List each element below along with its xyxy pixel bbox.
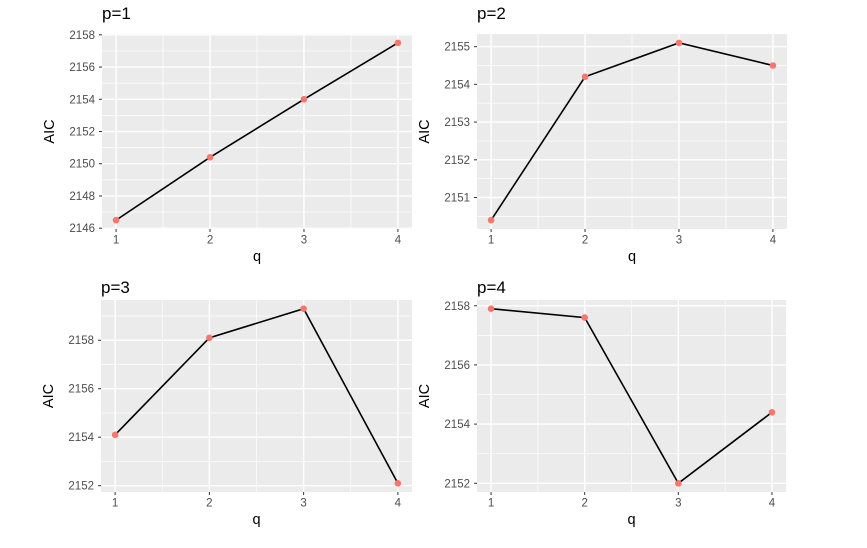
x-tick-label: 3 — [301, 235, 307, 247]
data-point — [206, 334, 213, 342]
x-axis-title: q — [252, 512, 260, 528]
x-tick-label: 2 — [581, 498, 587, 510]
data-point — [112, 216, 120, 224]
data-point — [300, 305, 307, 313]
y-tick-label: 2154 — [444, 419, 470, 431]
x-tick-label: 2 — [582, 235, 588, 247]
y-tick-label: 2158 — [68, 335, 94, 347]
tick-marks — [98, 339, 399, 495]
data-point — [675, 39, 683, 47]
y-tick-label: 2156 — [69, 62, 95, 74]
y-tick-label: 2151 — [444, 193, 470, 205]
data-point — [581, 73, 589, 81]
panel-p1: p=1 1 2 3 4 2146 2148 2150 2152 2154 2156 2158 q AIC — [0, 0, 433, 274]
aic-line — [114, 307, 399, 484]
chart-p3: 1 2 3 4 2152 2154 2156 2158 q AIC — [41, 300, 412, 528]
y-tick-label: 2158 — [444, 301, 470, 313]
x-tick-label: 1 — [488, 235, 494, 247]
y-tick-label: 2156 — [68, 384, 94, 396]
y-tick-label: 2152 — [444, 478, 470, 490]
panel-title-p1: p=1 — [102, 4, 131, 23]
x-axis-title: q — [253, 249, 261, 265]
panel-title-p3: p=3 — [101, 278, 130, 297]
y-tick-label: 2154 — [68, 432, 94, 444]
y-tick-label: 2150 — [69, 159, 95, 171]
y-tick-label: 2152 — [444, 155, 470, 167]
y-tick-label: 2154 — [444, 79, 470, 91]
x-tick-label: 2 — [207, 235, 213, 247]
data-point — [206, 153, 214, 161]
y-axis-title: AIC — [417, 384, 433, 408]
grid-minor — [477, 300, 786, 492]
x-axis-title: q — [628, 249, 636, 265]
tick-marks — [474, 305, 773, 495]
y-tick-label: 2146 — [69, 223, 95, 235]
grid-major — [477, 300, 786, 492]
x-tick-label: 3 — [675, 498, 681, 510]
panel-p2: p=2 1 2 3 4 2151 2152 2153 2154 2155 q AIC — [417, 0, 867, 274]
y-tick-label: 2148 — [69, 191, 95, 203]
data-points — [112, 39, 402, 224]
x-tick-label: 2 — [206, 498, 212, 510]
data-point — [769, 62, 777, 69]
data-point — [675, 479, 682, 487]
x-tick-label: 4 — [395, 235, 402, 247]
x-tick-label: 3 — [676, 235, 682, 247]
data-point — [768, 408, 776, 416]
data-points — [111, 305, 402, 487]
data-points — [487, 305, 776, 487]
tick-marks — [474, 46, 774, 232]
x-tick-label: 4 — [770, 235, 777, 247]
grid-major — [102, 34, 412, 229]
x-axis-title: q — [627, 512, 635, 528]
panel-p4: p=4 1 2 3 4 2152 2154 2156 2158 q AIC — [417, 274, 867, 548]
panel-title-p4: p=4 — [477, 278, 506, 297]
x-tick-label: 3 — [300, 498, 306, 510]
panel-p3: p=3 1 2 3 4 2152 2154 2156 2158 q AIC — [0, 274, 433, 548]
y-tick-label: 2152 — [69, 127, 95, 139]
y-axis-title: AIC — [417, 119, 433, 143]
data-point — [111, 431, 119, 439]
grid-major — [477, 34, 787, 229]
x-tick-label: 4 — [769, 498, 776, 510]
data-point — [300, 95, 308, 103]
chart-p1: 1 2 3 4 2146 2148 2150 2152 2154 2156 2158 q AIC — [42, 30, 412, 265]
chart-p2: 1 2 3 4 2151 2152 2153 2154 2155 q AIC — [417, 34, 787, 265]
y-tick-label: 2156 — [444, 360, 470, 372]
data-point — [394, 479, 402, 487]
panel-title-p2: p=2 — [477, 4, 506, 23]
y-tick-label: 2153 — [444, 117, 470, 129]
y-tick-label: 2152 — [68, 481, 94, 493]
x-tick-label: 1 — [488, 498, 494, 510]
aic-line — [115, 42, 399, 221]
data-point — [487, 216, 495, 224]
grid-major — [101, 300, 412, 492]
data-point — [487, 305, 495, 313]
y-axis-title: AIC — [42, 119, 58, 143]
grid-minor — [477, 34, 787, 229]
x-tick-label: 1 — [112, 498, 118, 510]
data-points — [487, 39, 777, 224]
y-axis-title: AIC — [41, 384, 57, 408]
chart-p4: 1 2 3 4 2152 2154 2156 2158 q AIC — [417, 300, 786, 528]
tick-marks — [99, 34, 399, 232]
y-tick-label: 2155 — [444, 42, 470, 54]
y-tick-label: 2154 — [69, 94, 95, 106]
aic-line — [490, 307, 773, 485]
x-tick-label: 1 — [113, 235, 119, 247]
y-tick-label: 2158 — [69, 30, 95, 42]
x-tick-label: 4 — [395, 498, 402, 510]
data-point — [394, 39, 402, 47]
data-point — [581, 314, 588, 321]
aic-line — [490, 42, 774, 221]
